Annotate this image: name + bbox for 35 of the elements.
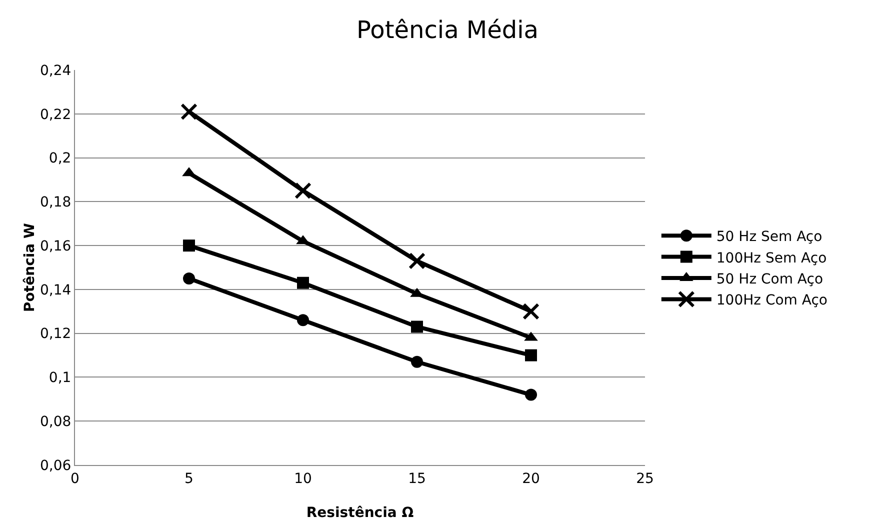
- chart-title: Potência Média: [356, 16, 538, 44]
- y-tick-label: 0,24: [40, 62, 72, 79]
- point: [183, 240, 195, 252]
- legend-label: 50 Hz Com Aço: [716, 271, 824, 288]
- point: [411, 320, 423, 333]
- y-tick-label: 0,1: [48, 370, 72, 386]
- point: [294, 182, 312, 200]
- y-tick-label: 0,14: [40, 282, 72, 298]
- y-tick-label: 0,2: [48, 150, 72, 167]
- y-axis-title: Potência W: [22, 223, 38, 312]
- point: [525, 388, 537, 401]
- x-tick-label: 15: [408, 470, 426, 487]
- y-tick-label: 0,12: [40, 326, 72, 342]
- y-tick-label: 0,08: [40, 414, 72, 430]
- point: [522, 302, 540, 320]
- y-tick-label: 0,06: [40, 458, 72, 474]
- point: [180, 103, 198, 120]
- legend-label: 100Hz Com Aço: [716, 292, 828, 309]
- x-tick-label: 25: [636, 470, 654, 487]
- y-tick-label: 0,16: [40, 238, 72, 254]
- point: [408, 252, 426, 270]
- point: [183, 272, 195, 284]
- x-axis-title: Resistência Ω: [306, 505, 414, 521]
- y-tick-label: 0,22: [40, 106, 72, 123]
- x-tick-label: 0: [70, 470, 80, 487]
- legend-label: 50 Hz Sem Aço: [716, 229, 822, 246]
- point: [297, 276, 309, 289]
- point: [525, 349, 537, 362]
- point: [297, 314, 309, 326]
- point: [411, 356, 423, 368]
- x-tick-label: 10: [294, 470, 312, 487]
- legend-label: 100Hz Sem Aço: [716, 250, 827, 266]
- x-tick-label: 20: [522, 470, 540, 487]
- x-tick-label: 5: [184, 470, 194, 487]
- y-tick-label: 0,18: [40, 194, 72, 211]
